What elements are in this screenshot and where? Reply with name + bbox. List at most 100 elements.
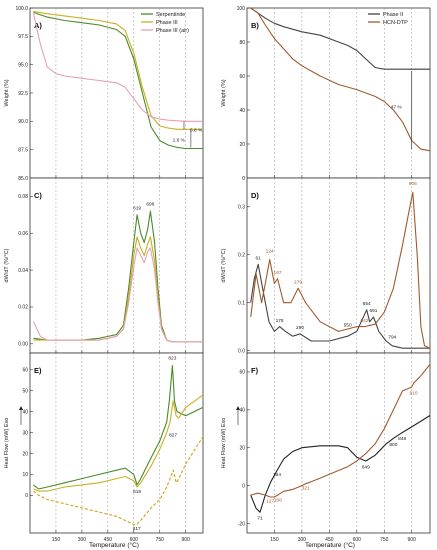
- panel-label: F): [251, 366, 259, 375]
- y-tick-label: 0.0: [238, 348, 245, 354]
- y-tick-label: 20: [22, 451, 28, 457]
- annotation: 1.6 %: [173, 138, 186, 144]
- series-line-serpentinite: [33, 365, 204, 490]
- y-tick-label: 0: [242, 176, 245, 182]
- x-tick-label: 150: [270, 537, 279, 543]
- annotation: 827: [169, 433, 177, 439]
- annotation: 127: [266, 499, 274, 505]
- series-line-hcn-dtp: [250, 191, 431, 349]
- y-tick-label: 0.04: [18, 268, 28, 274]
- series-line-phase-iii-air-: [33, 247, 203, 343]
- y-tick-label: 95.0: [18, 62, 28, 68]
- annotation: 279: [294, 279, 302, 285]
- y-tick-label: 100.0: [15, 6, 28, 12]
- x-tick-label: 450: [104, 537, 113, 543]
- x-tick-label: 900: [182, 537, 191, 543]
- y-tick-label: 97.5: [18, 34, 28, 40]
- annotation: 800: [389, 442, 397, 448]
- annotation: 794: [388, 335, 396, 341]
- annotation: 71: [257, 516, 263, 522]
- y-tick-label: 20: [239, 446, 245, 452]
- series-line-phase-ii: [250, 415, 431, 513]
- y-tick-label: 0.2: [238, 253, 245, 259]
- x-tick-label: 300: [298, 537, 307, 543]
- x-tick-label: 600: [130, 537, 139, 543]
- plot-frame: [29, 177, 204, 354]
- annotation: 290: [296, 325, 304, 331]
- y-tick-label: 0: [25, 493, 28, 499]
- annotation: 649: [362, 465, 370, 471]
- series-line-serpentinite: [33, 210, 203, 343]
- y-tick-label: 60: [22, 368, 28, 374]
- panel-c: 0.00 0.02 0.04 0.06 0.08 dW/dT (%/°C) C) 619 696: [4, 177, 204, 354]
- y-tick-label: 40: [22, 409, 28, 415]
- series-line-hcn-dtp: [250, 364, 431, 498]
- x-tick-label: 600: [353, 537, 362, 543]
- panel-a: 85.0 87.5 90.0 92.5 95.0 97.5 100.0 Weight (%) A…: [4, 6, 204, 182]
- x-tick-label: 300: [78, 537, 87, 543]
- annotation: 5.8 %: [190, 128, 203, 134]
- panel-d: 0.0 0.1 0.2 0.3 dW/dT (%/°C) D) 61 124 167 178 279…: [221, 177, 431, 354]
- y-tick-label: -20: [238, 521, 245, 527]
- x-tick-label: 150: [52, 537, 61, 543]
- y-tick-label: 30: [22, 430, 28, 436]
- annotation: 47 %: [391, 104, 403, 110]
- annotation: 178: [276, 318, 284, 324]
- y-tick-label: 0.06: [18, 231, 28, 237]
- annotation: 124: [266, 248, 274, 254]
- y-tick-label: 40: [239, 408, 245, 414]
- panel-b: 0 20 40 60 80 100 Weight (%) B) Phase II HCN-DTP 4…: [221, 6, 431, 182]
- annotation: 619: [133, 489, 141, 495]
- annotation: 696: [146, 202, 154, 208]
- y-tick-label: 60: [239, 370, 245, 376]
- panel-f: 150 300 450 600 750 900 -20 0 20 40 60 Heat Flow (m…: [221, 352, 431, 543]
- y-tick-label: 100: [237, 6, 246, 12]
- panel-label: D): [251, 191, 259, 200]
- y-tick-label: 90.0: [18, 119, 28, 125]
- annotation: 550: [344, 323, 352, 329]
- series-line-phase-iii: [33, 10, 203, 130]
- y-tick-label: 0: [242, 483, 245, 489]
- series-line-hcn-dtp: [250, 7, 431, 152]
- y-axis-label: dW/dT (%/°C): [4, 248, 10, 282]
- plot-frame: [29, 352, 204, 534]
- y-tick-label: 0.1: [238, 300, 245, 306]
- x-axis-title: Temperature (°C): [305, 541, 355, 549]
- annotation: 906: [409, 181, 417, 187]
- plot-frame: [246, 7, 431, 179]
- y-tick-label: 0.3: [238, 205, 245, 211]
- legend-entry: Phase III: [156, 20, 178, 26]
- y-tick-label: 20: [239, 142, 245, 148]
- annotation: 164: [273, 472, 281, 478]
- series-line-phase-ii: [250, 263, 430, 349]
- plot-frame: [246, 177, 431, 354]
- panel-label: A): [34, 21, 42, 30]
- y-axis-label: Weight (%): [221, 79, 227, 106]
- legend-entry: Phase III (air): [156, 28, 189, 34]
- panel-label: C): [34, 191, 42, 200]
- legend-entry: Phase II: [383, 12, 404, 18]
- annotation: 691: [369, 308, 377, 314]
- annotation: 617: [133, 526, 141, 532]
- x-tick-label: 750: [380, 537, 389, 543]
- y-tick-label: 87.5: [18, 147, 28, 153]
- plot-frame: [246, 352, 431, 534]
- y-tick-label: 0.08: [18, 194, 28, 200]
- x-tick-label: 750: [156, 537, 165, 543]
- annotation: 910: [410, 391, 418, 397]
- exo-arrow-head-icon: [19, 406, 23, 410]
- x-tick-label: 450: [325, 537, 334, 543]
- y-axis-label: Heat Flow (mW) Exo: [221, 418, 227, 469]
- legend-entry: HCN-DTP: [383, 20, 408, 26]
- annotation: 61: [255, 256, 261, 262]
- y-tick-label: 0.02: [18, 305, 28, 311]
- panel-label: B): [251, 21, 259, 30]
- panel-e: 150 300 450 600 750 900 0 10 20 30 40 50 60 Heat Flow…: [4, 352, 204, 543]
- y-tick-label: 85.0: [18, 176, 28, 182]
- y-tick-label: 50: [22, 388, 28, 394]
- plot-frame: [29, 7, 204, 179]
- series-line-phase-iii: [33, 394, 204, 492]
- y-tick-label: 10: [22, 472, 28, 478]
- annotation: 642: [360, 318, 368, 324]
